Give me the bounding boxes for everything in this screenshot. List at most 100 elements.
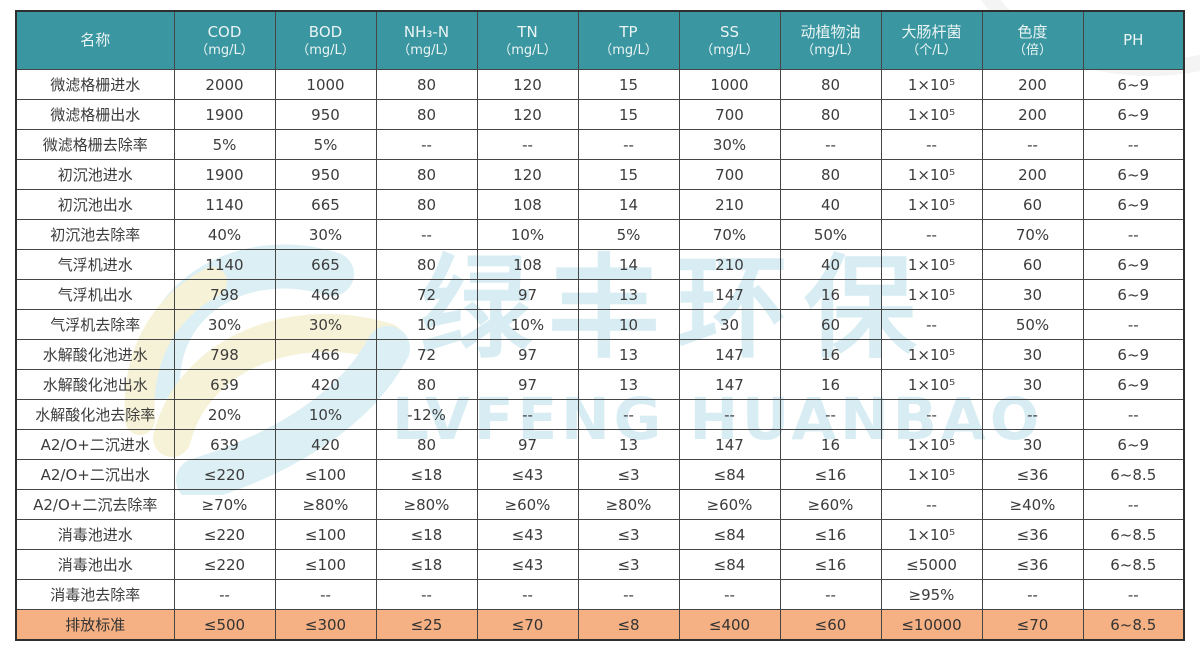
table-cell: -- — [274, 579, 377, 610]
table-cell: 80 — [779, 159, 882, 190]
table-cell: 1000 — [678, 69, 781, 100]
table-cell: 80 — [779, 99, 882, 130]
table-cell: -- — [981, 129, 1084, 160]
row-name-cell: 排放标准 — [15, 609, 175, 641]
table-cell: ≥80% — [375, 489, 478, 520]
table-cell: 1×10⁵ — [880, 429, 983, 460]
table-row: 气浮机进水 1140 665 80 108 14 210 40 1×10⁵ 60 6~9 — [15, 249, 1185, 280]
table-cell: -- — [1082, 579, 1185, 610]
table-cell: ≤5000 — [880, 549, 983, 580]
table-cell: -- — [577, 399, 680, 430]
column-header-title: 动植物油 — [800, 22, 861, 41]
table-cell: 1×10⁵ — [880, 459, 983, 490]
table-cell: 420 — [274, 429, 377, 460]
table-cell: 6~8.5 — [1082, 549, 1185, 580]
row-name-cell: 微滤格栅去除率 — [15, 129, 175, 160]
table-cell: 1×10⁵ — [880, 339, 983, 370]
table-cell: 30% — [173, 309, 276, 340]
row-name-cell: A2/O+二沉去除率 — [15, 489, 175, 520]
table-cell: 210 — [678, 189, 781, 220]
table-row: 气浮机出水 798 466 72 97 13 147 16 1×10⁵ 30 6~9 — [15, 279, 1185, 310]
table-cell: -- — [880, 489, 983, 520]
table-cell: -- — [375, 579, 478, 610]
table-cell: 1900 — [173, 159, 276, 190]
column-header-title: TN — [517, 22, 538, 41]
table-cell: 13 — [577, 429, 680, 460]
table-cell: -- — [981, 579, 1084, 610]
table-cell: -- — [173, 579, 276, 610]
table-row: 微滤格栅进水 2000 1000 80 120 15 1000 80 1×10⁵ 200 6~9 — [15, 69, 1185, 100]
table-cell: 120 — [476, 159, 579, 190]
table-cell: 14 — [577, 249, 680, 280]
column-header-unit: （个/L） — [906, 42, 957, 58]
row-name-cell: 微滤格栅进水 — [15, 69, 175, 100]
table-cell: 97 — [476, 369, 579, 400]
table-cell: ≥60% — [779, 489, 882, 520]
table-cell: 1×10⁵ — [880, 99, 983, 130]
column-header-title: TP — [619, 22, 638, 41]
table-cell: 950 — [274, 99, 377, 130]
table-row: 微滤格栅出水 1900 950 80 120 15 700 80 1×10⁵ 200 6~9 — [15, 99, 1185, 130]
column-header-5: TP （mg/L） — [577, 10, 680, 70]
row-name-cell: 气浮机去除率 — [15, 309, 175, 340]
table-cell: 200 — [981, 69, 1084, 100]
table-cell: 30 — [678, 309, 781, 340]
table-cell: 10% — [476, 219, 579, 250]
table-cell: 6~9 — [1082, 189, 1185, 220]
table-cell: 466 — [274, 339, 377, 370]
column-header-title: BOD — [308, 22, 343, 41]
table-cell: ≤400 — [678, 609, 781, 641]
column-header-7: 动植物油 （mg/L） — [779, 10, 882, 70]
table-cell: -- — [577, 579, 680, 610]
table-cell: 97 — [476, 339, 579, 370]
column-header-title: 大肠杆菌 — [901, 22, 962, 41]
table-cell: 80 — [375, 69, 478, 100]
table-cell: 10% — [476, 309, 579, 340]
table-cell: 30 — [981, 279, 1084, 310]
table-cell: -- — [375, 129, 478, 160]
table-cell: 1140 — [173, 249, 276, 280]
table-cell: 950 — [274, 159, 377, 190]
table-cell: 30% — [678, 129, 781, 160]
table-cell: 80 — [375, 369, 478, 400]
table-cell: 147 — [678, 279, 781, 310]
table-cell: ≤220 — [173, 519, 276, 550]
table-cell: 30 — [981, 429, 1084, 460]
table-cell: 40 — [779, 249, 882, 280]
table-cell: -- — [779, 129, 882, 160]
table-cell: 2000 — [173, 69, 276, 100]
table-cell: -- — [1082, 399, 1185, 430]
row-name-cell: 水解酸化池去除率 — [15, 399, 175, 430]
column-header-title: SS — [719, 22, 740, 41]
column-header-4: TN （mg/L） — [476, 10, 579, 70]
table-cell: ≤36 — [981, 549, 1084, 580]
table-cell: -- — [981, 399, 1084, 430]
column-header-unit: （mg/L） — [700, 42, 759, 58]
table-row: 气浮机去除率 30% 30% 10 10% 10 30 60 -- 50% -- — [15, 309, 1185, 340]
table-cell: 10 — [375, 309, 478, 340]
table-cell: -- — [476, 579, 579, 610]
table-header-row: 名称 COD （mg/L） BOD （mg/L） NH₃-N （mg/L） TN （mg/L） T… — [15, 10, 1185, 70]
table-cell: 147 — [678, 429, 781, 460]
table-cell: 200 — [981, 159, 1084, 190]
table-cell: 1×10⁵ — [880, 249, 983, 280]
table-cell: ≥60% — [476, 489, 579, 520]
table-cell: 16 — [779, 369, 882, 400]
table-cell: 10 — [577, 309, 680, 340]
table-cell: 80 — [375, 189, 478, 220]
column-header-10: PH — [1082, 10, 1185, 70]
column-header-8: 大肠杆菌 （个/L） — [880, 10, 983, 70]
table-row: 水解酸化池进水 798 466 72 97 13 147 16 1×10⁵ 30 6~9 — [15, 339, 1185, 370]
table-cell: 200 — [981, 99, 1084, 130]
table-cell: ≤16 — [779, 459, 882, 490]
table-row: 消毒池出水 ≤220 ≤100 ≤18 ≤43 ≤3 ≤84 ≤16 ≤5000 ≤36 6~8.5 — [15, 549, 1185, 580]
table-cell: 108 — [476, 249, 579, 280]
table-cell: 1×10⁵ — [880, 69, 983, 100]
table-cell: 80 — [375, 249, 478, 280]
table-cell: 1000 — [274, 69, 377, 100]
row-name-cell: 初沉池去除率 — [15, 219, 175, 250]
table-cell: 120 — [476, 99, 579, 130]
table-cell: 10% — [274, 399, 377, 430]
table-cell: ≤8 — [577, 609, 680, 641]
table-cell: ≤84 — [678, 549, 781, 580]
